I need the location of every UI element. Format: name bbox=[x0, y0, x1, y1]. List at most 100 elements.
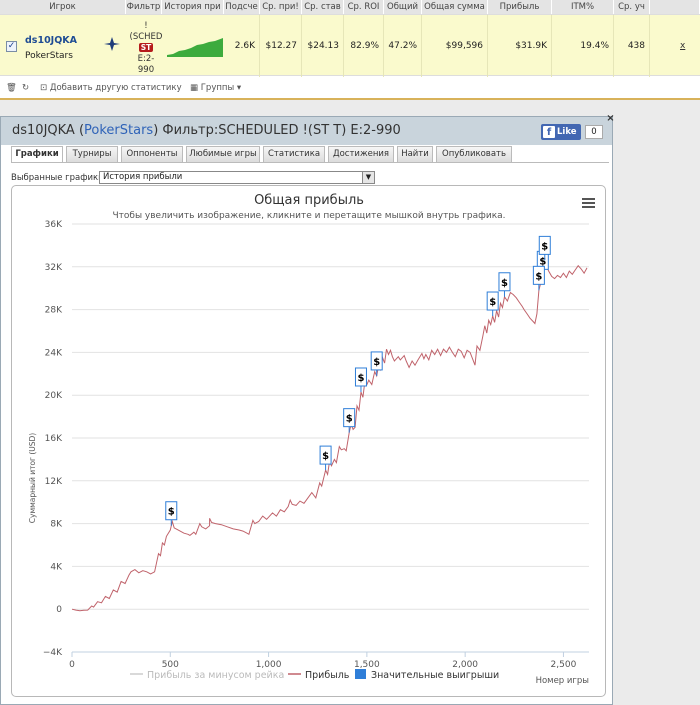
profit-sparkline[interactable] bbox=[167, 37, 223, 57]
stats-toolbar: 🗑 ↻ ⊡ Добавить другую статистику ▦ Групп… bbox=[0, 80, 700, 96]
legend-label-profit: Прибыль bbox=[305, 670, 350, 681]
filter-badge: ST bbox=[138, 43, 154, 52]
filter-text: ! bbox=[144, 21, 148, 31]
big-win-flag bbox=[532, 265, 545, 285]
col-header-actions bbox=[650, 0, 700, 14]
col-header-avg-roi[interactable]: Ср. ROI bbox=[344, 0, 384, 14]
filter-text: E:2- bbox=[137, 54, 155, 64]
chart-subtitle: Чтобы увеличить изображение, кликните и … bbox=[112, 211, 505, 221]
refresh-icon[interactable]: ↻ bbox=[22, 83, 30, 93]
window-header[interactable]: ds10JQKA (PokerStars) Фильтр:SCHEDULED !… bbox=[1, 117, 612, 145]
tab-opponents[interactable]: Оппоненты bbox=[121, 146, 183, 162]
chart-select[interactable]: История прибыли ▼ bbox=[99, 171, 375, 184]
groups-label: Группы bbox=[200, 83, 235, 93]
chevron-down-icon: ▾ bbox=[234, 83, 242, 93]
profit-chart[interactable]: −4K 0 4K 8K 12K 16K 20K 24K 28K 32K 36K 0 500 1,000 1… bbox=[12, 186, 607, 698]
chart-frame: −4K 0 4K 8K 12K 16K 20K 24K 28K 32K 36K 0 500 1,000 1… bbox=[11, 185, 606, 697]
cell-avg-roi: 82.9% bbox=[344, 15, 384, 77]
col-header-total-sum[interactable]: Общая сумма bbox=[422, 0, 488, 14]
y-tick-label: 4K bbox=[50, 562, 63, 572]
y-tick-label: 32K bbox=[45, 263, 63, 273]
profile-window: ds10JQKA (PokerStars) Фильтр:SCHEDULED !… bbox=[0, 113, 615, 705]
col-header-filter[interactable]: Фильтр bbox=[126, 0, 162, 14]
col-header-history[interactable]: История при bbox=[162, 0, 224, 14]
y-tick-label: 16K bbox=[45, 434, 63, 444]
title-filter: ) Фильтр:SCHEDULED !(ST T) E:2-990 bbox=[153, 123, 401, 138]
filter-text: 990 bbox=[137, 65, 155, 75]
big-win-flag-label: $ bbox=[539, 256, 546, 267]
y-tick-label: 28K bbox=[45, 306, 63, 316]
player-name[interactable]: ds10JQKA bbox=[25, 35, 77, 46]
tab-achievements[interactable]: Достижения bbox=[328, 146, 394, 162]
add-stats-link[interactable]: ⊡ Добавить другую статистику bbox=[40, 80, 182, 96]
tab-statistics[interactable]: Статистика bbox=[263, 146, 325, 162]
tab-charts[interactable]: Графики bbox=[11, 146, 63, 163]
tab-tournaments[interactable]: Турниры bbox=[66, 146, 118, 162]
x-tick-label: 500 bbox=[162, 660, 179, 670]
big-win-flag-label: $ bbox=[541, 241, 548, 252]
groups-icon: ▦ bbox=[190, 83, 201, 93]
big-win-flag-label: $ bbox=[489, 297, 496, 308]
chart-select-value: История прибыли bbox=[103, 172, 183, 182]
like-count: 0 bbox=[585, 125, 603, 139]
big-win-flag bbox=[319, 445, 332, 465]
chevron-down-icon[interactable]: ▼ bbox=[362, 172, 374, 183]
pokerstars-logo-icon bbox=[104, 37, 120, 51]
trash-icon[interactable]: 🗑 bbox=[6, 83, 17, 93]
filter-text: (SCHED bbox=[129, 32, 163, 42]
tab-bar: Графики Турниры Оппоненты Любимые игры С… bbox=[11, 146, 611, 163]
col-header-profit[interactable]: Прибыль bbox=[488, 0, 552, 14]
x-tick-label: 1,000 bbox=[256, 660, 282, 670]
big-win-flag-label: $ bbox=[373, 357, 380, 368]
add-stats-label: Добавить другую статистику bbox=[49, 83, 182, 93]
y-axis: −4K 0 4K 8K 12K 16K 20K 24K 28K 32K 36K bbox=[43, 220, 63, 658]
tab-search[interactable]: Найти bbox=[397, 146, 433, 162]
col-header-itm[interactable]: ITM% bbox=[552, 0, 614, 14]
legend-item-rake[interactable]: Прибыль за минусом рейка bbox=[130, 670, 284, 681]
tab-publish[interactable]: Опубликовать bbox=[436, 146, 512, 162]
chart-menu-icon[interactable] bbox=[582, 198, 595, 208]
y-tick-label: −4K bbox=[43, 648, 63, 658]
facebook-like-button[interactable]: f Like bbox=[541, 124, 581, 140]
y-axis-title: Суммарный итог (USD) bbox=[28, 433, 37, 524]
legend-item-profit[interactable]: Прибыль bbox=[288, 670, 350, 681]
chart-legend: Прибыль за минусом рейка Прибыль Значите… bbox=[130, 669, 499, 681]
big-win-flag-label: $ bbox=[168, 507, 175, 518]
col-header-avg-stake[interactable]: Ср. став bbox=[302, 0, 344, 14]
window-title: ds10JQKA (PokerStars) Фильтр:SCHEDULED !… bbox=[12, 123, 401, 138]
legend-swatch-big-wins bbox=[355, 669, 366, 679]
title-site-link[interactable]: PokerStars bbox=[84, 123, 154, 138]
col-header-avg-profit[interactable]: Ср. при! bbox=[260, 0, 302, 14]
row-checkbox[interactable]: ✓ bbox=[6, 41, 17, 52]
y-tick-label: 12K bbox=[45, 477, 63, 487]
close-icon[interactable]: × bbox=[606, 113, 615, 124]
tab-divider bbox=[11, 162, 609, 163]
table-row[interactable]: ✓ ds10JQKA PokerStars ! (SCHED ST E:2- 9… bbox=[0, 14, 700, 77]
chart-select-label: Выбранные графики: bbox=[11, 173, 107, 183]
chart-grid bbox=[72, 223, 589, 653]
legend-item-big-wins[interactable]: Значительные выигрыши bbox=[355, 669, 499, 681]
filter-cell[interactable]: ! (SCHED ST E:2- 990 bbox=[128, 15, 164, 77]
col-header-avg-players[interactable]: Ср. уч bbox=[614, 0, 650, 14]
chart-title: Общая прибыль bbox=[254, 193, 364, 208]
big-win-flag bbox=[165, 501, 178, 521]
col-header-count[interactable]: Подсче bbox=[224, 0, 260, 14]
y-tick-label: 0 bbox=[56, 605, 62, 615]
x-axis: 0 500 1,000 1,500 2,000 2,500 bbox=[69, 651, 589, 670]
big-win-flag bbox=[343, 408, 356, 428]
profit-series-line bbox=[71, 260, 588, 612]
title-player: ds10JQKA ( bbox=[12, 123, 85, 138]
cell-profit: $31.9K bbox=[488, 15, 552, 77]
x-tick-label: 2,000 bbox=[452, 660, 478, 670]
y-tick-label: 20K bbox=[45, 391, 63, 401]
col-header-total-roi[interactable]: Общий bbox=[384, 0, 422, 14]
remove-row-button[interactable]: x bbox=[680, 41, 686, 51]
chart-series bbox=[71, 260, 588, 612]
groups-dropdown[interactable]: ▦ Группы ▾ bbox=[190, 80, 241, 96]
big-win-flag bbox=[498, 272, 511, 292]
col-header-player[interactable]: Игрок bbox=[0, 0, 126, 14]
cell-avg-stake: $24.13 bbox=[302, 15, 344, 77]
tab-favorite-games[interactable]: Любимые игры bbox=[186, 146, 260, 162]
facebook-icon: f bbox=[543, 126, 555, 138]
big-win-flag bbox=[486, 291, 499, 311]
